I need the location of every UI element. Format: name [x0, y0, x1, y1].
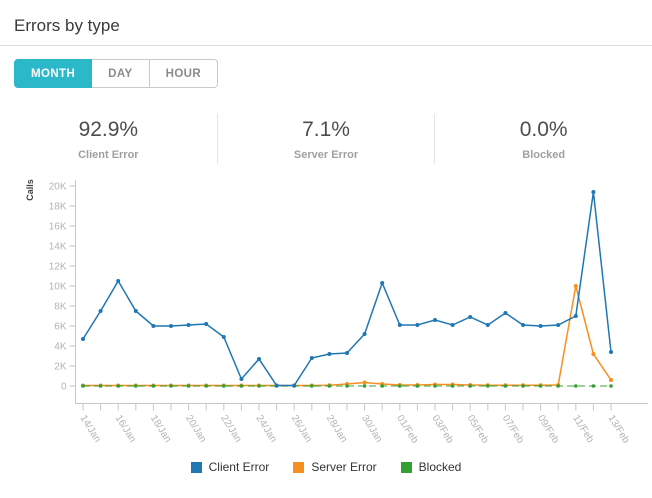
- svg-text:18/Jan: 18/Jan: [148, 413, 173, 444]
- time-range-tabs: MONTH DAY HOUR: [14, 59, 219, 88]
- legend-swatch: [293, 461, 305, 473]
- svg-text:16K: 16K: [49, 222, 67, 233]
- svg-text:0: 0: [61, 382, 67, 393]
- chart-area: 0 2K 4K 6K 8K 10K 12K 14K 16K 18K 20K 14/Jan 16/Jan 1…: [0, 160, 652, 458]
- stat-divider: [216, 114, 218, 164]
- stat-value-client-error: 92.9%: [78, 117, 139, 141]
- legend-item-client-error[interactable]: Client Error: [190, 460, 270, 474]
- svg-text:07/Feb: 07/Feb: [500, 413, 526, 446]
- stat-label-blocked: Blocked: [522, 148, 566, 161]
- stat-label-client-error: Client Error: [78, 148, 139, 161]
- svg-text:12K: 12K: [49, 262, 67, 273]
- svg-text:01/Feb: 01/Feb: [394, 413, 420, 446]
- svg-text:26/Jan: 26/Jan: [289, 413, 314, 444]
- svg-text:Calls: Calls: [25, 179, 35, 201]
- svg-text:05/Feb: 05/Feb: [465, 413, 491, 446]
- series-server-error: [81, 284, 613, 388]
- legend-item-blocked[interactable]: Blocked: [400, 460, 462, 474]
- stat-value-blocked: 0.0%: [519, 117, 568, 141]
- legend-item-server-error[interactable]: Server Error: [293, 460, 377, 474]
- legend-label: Server Error: [311, 460, 377, 474]
- stat-blocked: 0.0% Blocked: [435, 108, 652, 170]
- chart-legend: Client Error Server Error Blocked: [0, 460, 652, 474]
- page-title: Errors by type: [14, 16, 120, 35]
- svg-text:4K: 4K: [54, 342, 67, 353]
- svg-text:13/Feb: 13/Feb: [605, 413, 631, 446]
- svg-text:16/Jan: 16/Jan: [113, 413, 138, 444]
- tab-month[interactable]: MONTH: [14, 59, 93, 88]
- svg-text:2K: 2K: [54, 362, 67, 373]
- svg-text:24/Jan: 24/Jan: [253, 413, 278, 444]
- legend-swatch: [190, 461, 202, 473]
- svg-text:28/Jan: 28/Jan: [324, 413, 349, 444]
- series-client-error: [81, 190, 613, 388]
- errors-chart: 0 2K 4K 6K 8K 10K 12K 14K 16K 18K 20K 14/Jan 16/Jan 1…: [25, 179, 648, 446]
- svg-text:18K: 18K: [49, 202, 67, 213]
- svg-text:6K: 6K: [54, 322, 67, 333]
- legend-label: Blocked: [418, 460, 462, 474]
- svg-text:30/Jan: 30/Jan: [359, 413, 384, 444]
- svg-text:20/Jan: 20/Jan: [183, 413, 208, 444]
- svg-text:22/Jan: 22/Jan: [218, 413, 243, 444]
- tab-day[interactable]: DAY: [92, 59, 150, 88]
- error-stats-row: 92.9% Client Error 7.1% Server Error 0.0…: [0, 108, 652, 170]
- legend-swatch: [400, 461, 412, 473]
- stat-value-server-error: 7.1%: [302, 117, 350, 141]
- stat-client-error: 92.9% Client Error: [0, 108, 217, 170]
- svg-text:8K: 8K: [54, 302, 67, 313]
- stat-server-error: 7.1% Server Error: [218, 108, 435, 170]
- legend-label: Client Error: [208, 460, 270, 474]
- tab-hour[interactable]: HOUR: [149, 59, 219, 88]
- stat-label-server-error: Server Error: [293, 148, 359, 161]
- svg-text:09/Feb: 09/Feb: [535, 413, 561, 446]
- svg-text:10K: 10K: [49, 282, 67, 293]
- stat-divider: [434, 114, 436, 164]
- svg-text:03/Feb: 03/Feb: [429, 413, 455, 446]
- svg-text:11/Feb: 11/Feb: [570, 413, 596, 445]
- svg-text:14/Jan: 14/Jan: [77, 413, 102, 444]
- svg-text:14K: 14K: [49, 242, 67, 253]
- svg-text:20K: 20K: [49, 182, 67, 193]
- title-divider: [0, 45, 652, 46]
